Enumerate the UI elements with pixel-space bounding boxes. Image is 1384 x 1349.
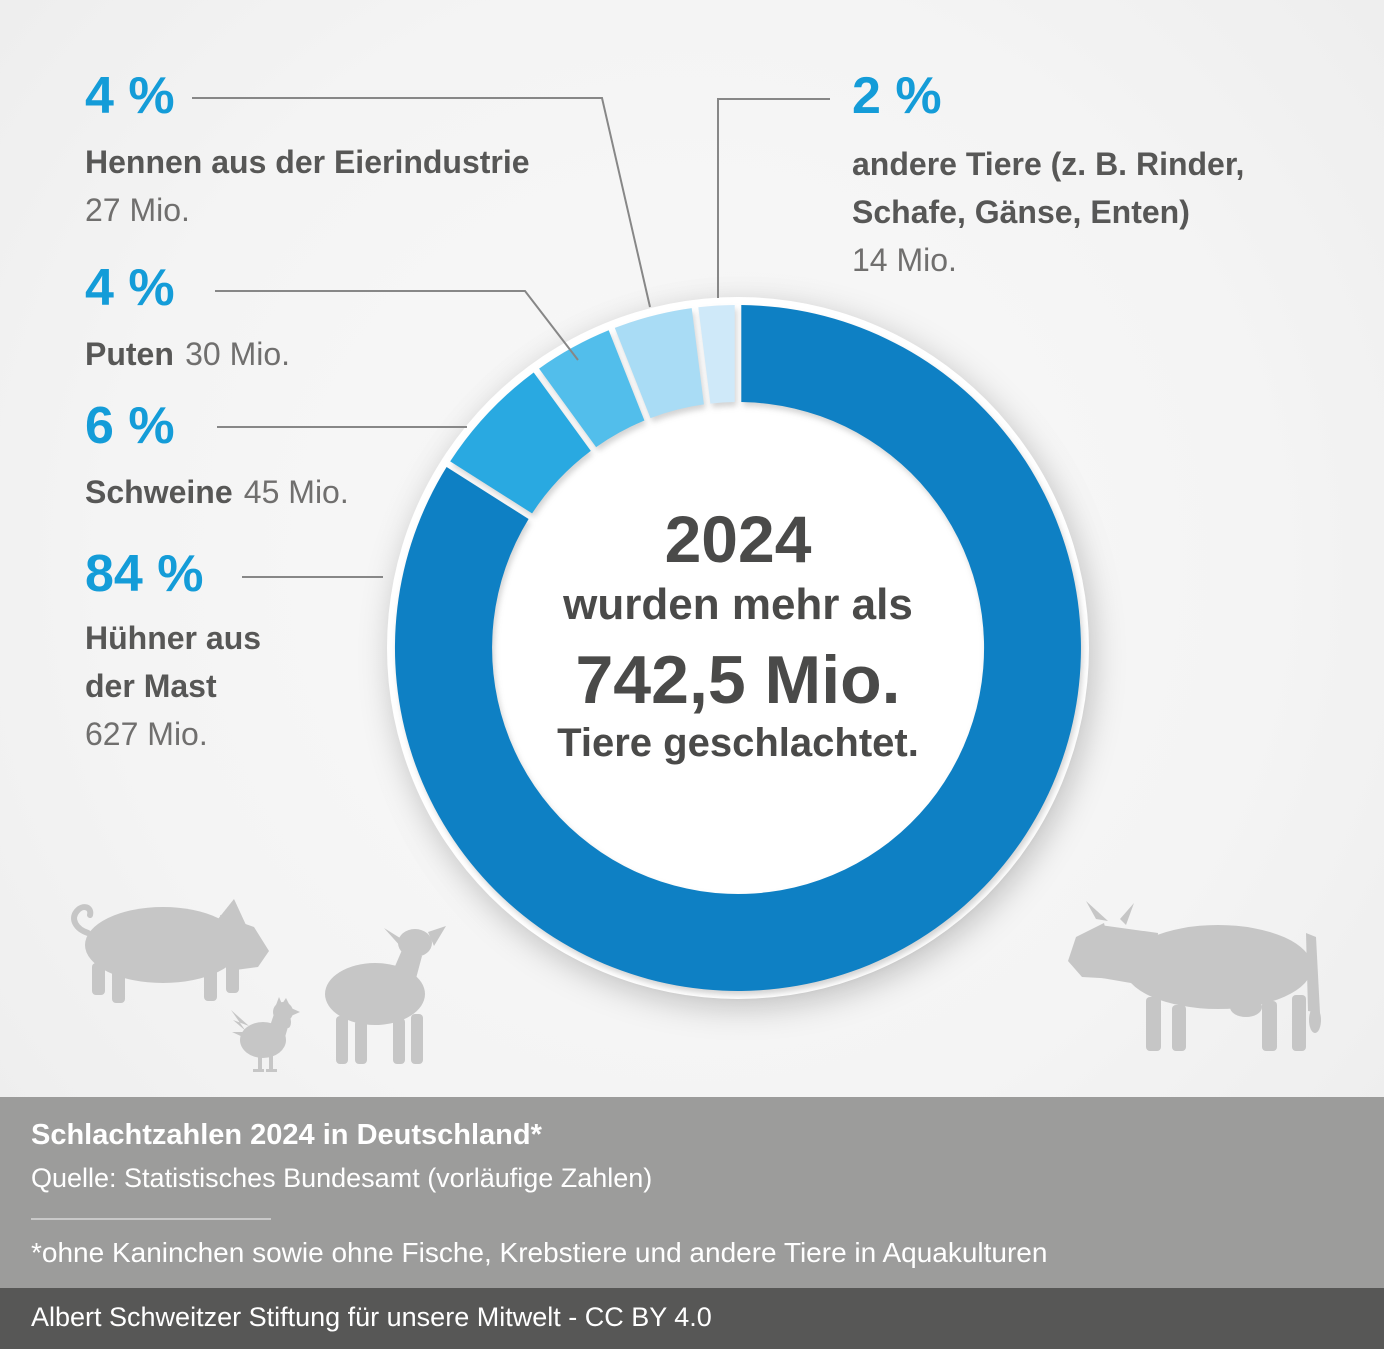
huehner-count-label: 627 Mio. [85,716,208,752]
footer-footnote: *ohne Kaninchen sowie ohne Fische, Krebs… [31,1237,1048,1268]
pig-icon [71,899,269,1003]
huehner-name-label: Hühner aus der Mast [85,620,262,704]
donut-segment-schweine [450,372,591,514]
footer-divider [31,1218,271,1220]
schweine-count-label: 45 Mio. [243,474,349,510]
andere-percent-label: 2 % [852,67,942,125]
schweine-name-label: Schweine 45 Mio. [85,474,349,510]
footer-title: Schlachtzahlen 2024 in Deutschland* [31,1119,542,1151]
andere-name-label: andere Tiere (z. B. Rinder, Schafe, Gänse… [852,146,1245,230]
cow-icon [1068,901,1321,1051]
hennen-name-label: Hennen aus der Eierindustrie [85,144,530,180]
callout-line-andere [717,98,830,298]
center-more-than: wurden mehr als [563,580,913,630]
footer-bar: Schlachtzahlen 2024 in Deutschland* Quel… [0,1097,1384,1288]
callout-puten: 4 % Puten 30 Mio. [85,262,290,378]
footer-source: Quelle: Statistisches Bundesamt (vorläuf… [31,1163,653,1193]
huehner-percent-label: 84 % [85,545,204,603]
callout-hennen: 4 % Hennen aus der Eierindustrie 27 Mio. [85,70,530,234]
center-year: 2024 [664,502,812,576]
chicken-icon [231,997,300,1072]
hennen-count-label: 27 Mio. [85,192,190,228]
donut-center-label: 2024 wurden mehr als 742,5 Mio. Tiere ge… [488,502,988,766]
callout-schweine: 6 % Schweine 45 Mio. [85,400,349,516]
callout-huehner: 84 % Hühner aus der Mast 627 Mio. [85,548,261,758]
credit-text: Albert Schweitzer Stiftung für unsere Mi… [31,1302,712,1332]
puten-name-label: Puten 30 Mio. [85,336,291,372]
center-total: 742,5 Mio. [575,641,901,718]
hennen-percent-label: 4 % [85,67,175,125]
callout-line-puten [215,290,579,361]
donut-segment-puten [539,330,645,448]
puten-percent-label: 4 % [85,259,175,317]
center-slaughtered: Tiere geschlachtet. [557,721,919,766]
puten-count-label: 30 Mio. [185,336,291,372]
donut-segment-andere-tiere [698,305,735,404]
andere-count-label: 14 Mio. [852,242,957,278]
donut-segment-hennen-eierindustrie [614,308,704,419]
schweine-percent-label: 6 % [85,397,175,455]
callout-line-hennen [192,97,651,308]
callout-andere: 2 % andere Tiere (z. B. Rinder, Schafe, G… [852,70,1244,284]
credit-bar: Albert Schweitzer Stiftung für unsere Mi… [0,1288,1384,1349]
lamb-icon [325,926,446,1064]
